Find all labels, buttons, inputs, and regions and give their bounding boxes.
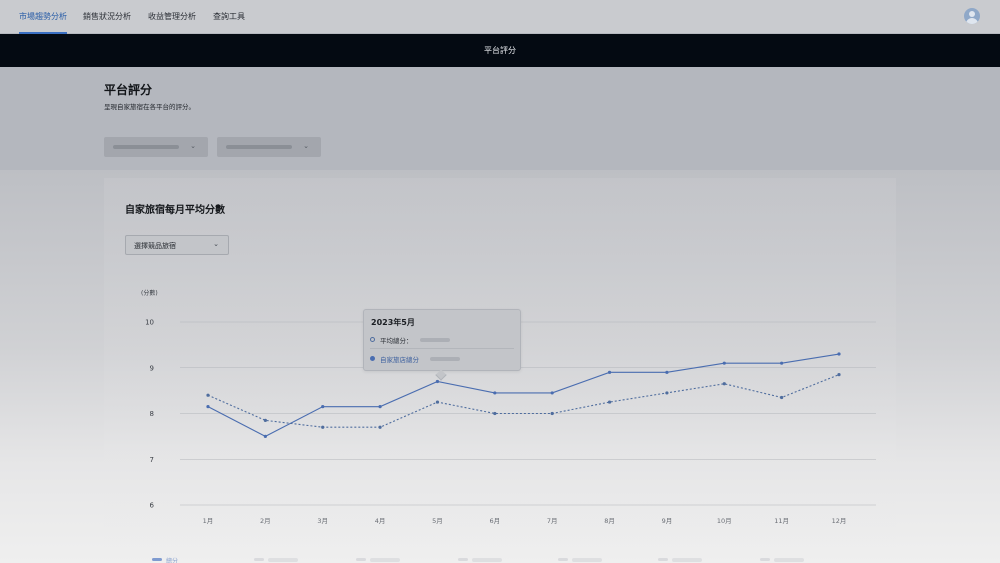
x-tick-label: 1月 [203,517,214,525]
y-tick-label: 9 [150,364,154,372]
data-point [263,418,267,422]
chart-title: 自家旅宿每月平均分數 [125,205,225,216]
data-point [378,425,382,429]
top-nav: 市場趨勢分析 銷售狀況分析 收益管理分析 查詢工具 [0,0,1000,34]
data-point [550,411,554,416]
tab-market-trend[interactable]: 市場趨勢分析 [19,0,67,34]
data-point [206,405,210,409]
tooltip-row-label: 自家旅店總分 [380,356,419,364]
x-tick-label: 7月 [547,517,558,525]
data-point [722,382,726,386]
tooltip-divider [370,348,514,349]
series-marker-icon [370,337,375,342]
tab-revenue-management[interactable]: 收益管理分析 [148,12,196,21]
y-tick-label: 10 [145,319,154,327]
data-point [780,395,784,400]
legend-marker-icon [458,558,468,561]
dropdown-placeholder [113,145,179,149]
legend-label [774,558,804,562]
filter-dropdown-2[interactable]: ⌄ [217,137,321,157]
x-tick-label: 2月 [260,517,271,525]
legend-marker-icon [254,558,264,561]
y-axis-label: (分數) [141,289,158,297]
data-point [263,434,267,438]
data-point [665,370,669,374]
legend-marker-icon [152,558,162,561]
user-avatar-icon[interactable] [964,8,980,24]
legend-marker-icon [658,558,668,561]
data-point [780,361,784,365]
competitor-select-label: 選擇競品旅宿 [134,242,176,250]
x-tick-label: 4月 [375,517,386,525]
legend-marker-icon [356,558,366,561]
page-banner: 平台評分 [0,34,1000,67]
dropdown-placeholder [226,145,292,149]
filter-dropdown-1[interactable]: ⌄ [104,137,208,157]
chevron-down-icon: ⌄ [190,142,196,150]
chevron-down-icon: ⌄ [213,240,219,248]
x-tick-label: 5月 [432,517,443,525]
legend-label [268,558,298,562]
tab-query-tools[interactable]: 查詢工具 [213,12,245,21]
legend-label [572,558,602,562]
legend-label [472,558,502,562]
data-point [493,411,497,416]
data-point [321,405,325,409]
data-point [435,400,440,404]
page-subtitle: 呈現自家旅宿在各平台的評分。 [104,103,195,111]
y-tick-label: 7 [150,456,154,464]
x-tick-label: 3月 [317,517,328,525]
tooltip-value-placeholder [430,357,460,361]
chevron-down-icon: ⌄ [303,142,309,150]
data-point [722,361,726,365]
x-tick-label: 10月 [717,517,732,525]
x-tick-label: 11月 [774,517,789,525]
competitor-select[interactable]: 選擇競品旅宿 ⌄ [125,235,229,255]
legend-marker-icon [558,558,568,561]
legend-label: 總分 [166,558,179,563]
data-point [493,391,497,395]
data-point [665,391,669,395]
data-point [607,370,612,374]
data-point [435,379,440,384]
data-point [607,400,612,404]
tooltip-value-placeholder [420,338,450,342]
data-point [837,373,841,377]
page-header: 平台評分 呈現自家旅宿在各平台的評分。 ⌄ ⌄ [0,67,1000,170]
page-title: 平台評分 [104,83,153,97]
data-point [378,405,382,409]
x-tick-label: 8月 [604,517,615,525]
tooltip-title: 2023年5月 [371,318,415,327]
data-point [837,352,841,356]
series-line [207,374,840,428]
series-marker-icon [370,356,375,361]
chart-tooltip: 2023年5月 平均總分： 自家旅店總分 [363,309,521,381]
x-tick-label: 12月 [832,517,847,525]
tab-sales-status[interactable]: 銷售狀況分析 [83,12,131,21]
legend-marker-icon [760,558,770,561]
series-line [207,353,840,437]
data-point [550,391,554,395]
data-point [321,425,325,429]
data-point [206,393,210,397]
legend-label [672,558,702,562]
y-tick-label: 6 [150,502,155,510]
x-tick-label: 6月 [489,517,500,525]
x-tick-label: 9月 [662,517,673,525]
y-tick-label: 8 [150,410,154,418]
tooltip-row-label: 平均總分： [380,337,413,345]
legend-label [370,558,400,562]
